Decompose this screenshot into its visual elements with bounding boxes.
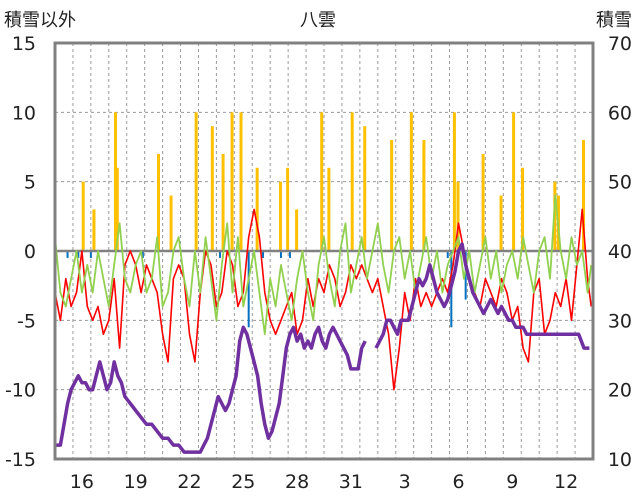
snowfall-bar [350, 112, 354, 251]
left-tick-label: -10 [5, 380, 36, 402]
right-tick-label: 10 [608, 449, 632, 471]
snowfall-bar [320, 112, 324, 251]
precip-bar [89, 251, 92, 258]
snowfall-bar [113, 112, 117, 251]
snowfall-bar [81, 181, 85, 251]
precip-bar [446, 251, 449, 258]
left-tick-label: 10 [12, 102, 36, 124]
precip-bar [262, 251, 265, 258]
snowfall-bar [363, 126, 367, 251]
chart-title: 八雲 [300, 10, 336, 31]
left-y-ticks: -15 -10 -5 0 5 10 15 [5, 33, 36, 471]
left-tick-label: 15 [12, 33, 36, 55]
precip-bar [141, 251, 144, 258]
snowfall-bar [422, 140, 426, 251]
snowfall-bar [92, 209, 96, 251]
precip-bar [464, 251, 467, 300]
snowfall-bar [278, 181, 282, 251]
snowfall-bar [521, 167, 525, 251]
right-tick-label: 30 [608, 310, 632, 332]
snowfall-bar [221, 153, 225, 251]
left-tick-label: 0 [24, 241, 36, 263]
snowfall-bars [81, 112, 586, 251]
temp-min-line [54, 194, 593, 336]
snowfall-bar [210, 126, 214, 251]
right-axis-label: 積雪 [596, 10, 632, 31]
right-tick-label: 20 [608, 380, 632, 402]
precip-bar [288, 251, 291, 258]
snowfall-bar [286, 167, 290, 251]
right-tick-label: 60 [608, 102, 632, 124]
snowfall-bar [456, 181, 460, 251]
snowfall-bar [230, 112, 234, 251]
snow-depth-line [55, 242, 590, 454]
snowfall-bar [582, 140, 586, 251]
snowfall-bar [115, 167, 119, 251]
precip-bar [279, 251, 282, 258]
plot-frame [53, 41, 595, 461]
snowfall-bar [327, 167, 331, 251]
precip-bar [218, 251, 221, 258]
x-tick-label: 19 [124, 471, 148, 493]
snowfall-bar [169, 195, 173, 251]
right-tick-label: 40 [608, 241, 632, 263]
left-tick-label: -5 [17, 310, 36, 332]
snowfall-bar [409, 112, 413, 251]
precip-bar [66, 251, 69, 258]
x-tick-label: 16 [70, 471, 94, 493]
snowfall-bar [157, 153, 161, 251]
snowfall-bar [481, 153, 485, 251]
x-ticks: 16 19 22 25 28 31 3 6 9 12 [70, 471, 578, 493]
precip-bar [247, 251, 250, 328]
snowfall-bar [295, 209, 299, 251]
snowfall-bar [452, 112, 456, 251]
precip-bar [77, 251, 80, 258]
x-tick-label: 22 [177, 471, 201, 493]
snowfall-bar [499, 195, 503, 251]
series-lines [54, 194, 593, 454]
snowfall-bar [239, 112, 243, 251]
x-tick-label: 25 [231, 471, 255, 493]
snowfall-bar [255, 167, 259, 251]
left-tick-label: -15 [5, 449, 36, 471]
x-tick-label: 31 [339, 471, 363, 493]
right-tick-label: 70 [608, 33, 632, 55]
right-y-ticks: 10 20 30 40 50 60 70 [608, 33, 632, 471]
snowfall-bar [512, 112, 516, 251]
snowfall-bar [390, 140, 394, 251]
x-tick-label: 3 [399, 471, 411, 493]
x-tick-label: 6 [452, 471, 464, 493]
x-tick-label: 9 [506, 471, 518, 493]
left-axis-label: 積雪以外 [4, 10, 76, 31]
x-tick-label: 28 [285, 471, 309, 493]
right-tick-label: 50 [608, 172, 632, 194]
x-tick-label: 12 [554, 471, 578, 493]
left-tick-label: 5 [24, 172, 36, 194]
snowfall-bar [194, 112, 198, 251]
